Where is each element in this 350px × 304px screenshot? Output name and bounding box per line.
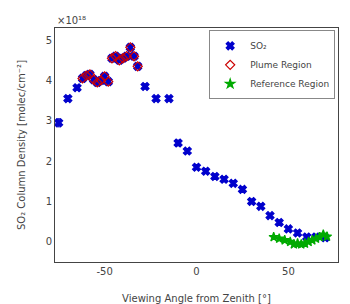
svg-text:SO₂ Column Density [molec/cm⁻²: SO₂ Column Density [molec/cm⁻²] <box>16 60 27 230</box>
svg-text:SO₂: SO₂ <box>250 41 267 51</box>
svg-text:Reference Region: Reference Region <box>250 79 329 89</box>
svg-text:3: 3 <box>46 115 52 126</box>
svg-text:0: 0 <box>46 236 52 247</box>
svg-text:2: 2 <box>46 156 52 167</box>
svg-text:5: 5 <box>46 35 52 46</box>
svg-text:4: 4 <box>46 75 52 86</box>
svg-text:Plume Region: Plume Region <box>250 60 312 70</box>
svg-text:0: 0 <box>193 266 199 277</box>
svg-text:50: 50 <box>282 266 295 277</box>
svg-text:×10¹⁸: ×10¹⁸ <box>57 15 86 26</box>
svg-text:Viewing Angle from Zenith [°]: Viewing Angle from Zenith [°] <box>122 293 271 304</box>
svg-text:-50: -50 <box>96 266 112 277</box>
svg-text:1: 1 <box>46 196 52 207</box>
